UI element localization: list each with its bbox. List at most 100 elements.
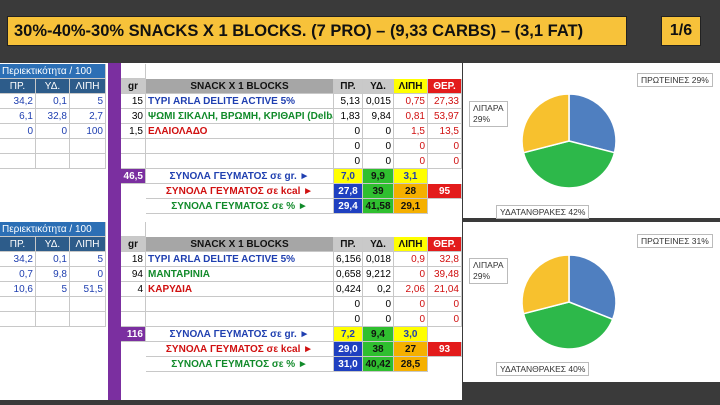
gr-header: gr [121, 237, 146, 252]
block-header: SNACK X 1 BLOCKS [146, 79, 334, 94]
macro-cell: 0 [334, 139, 363, 154]
macro-cell: 39,48 [428, 267, 462, 282]
sum-pct-value: 28,5 [394, 357, 428, 372]
per100-title: Περιεκτικότητα / 100 [0, 222, 106, 237]
pie2-label-fat: ΛΙΠΑΡΑ 29% [469, 258, 508, 284]
food-name: ΤΥΡΙ ARLA DELITE ACTIVE 5% [146, 94, 334, 109]
macro-cell: 0 [394, 312, 428, 327]
pie-slice-υδατανθρακες [522, 140, 616, 189]
macro-cell: 32,8 [428, 252, 462, 267]
macro-cell: 0 [334, 124, 363, 139]
per100-header: ΥΔ. [36, 237, 70, 252]
per100-cell [0, 139, 36, 154]
per100-cell [0, 312, 36, 327]
pie-chart-1 [521, 93, 617, 189]
food-name: ΚΑΡΥΔΙΑ [146, 282, 334, 297]
grams-cell: 18 [121, 252, 146, 267]
macro-cell: 0 [334, 312, 363, 327]
pie1-label-fat: ΛΙΠΑΡΑ 29% [469, 101, 508, 127]
macro-cell: 0,018 [363, 252, 394, 267]
empty-cell [121, 222, 146, 237]
page-indicator: 1/6 [661, 16, 701, 46]
macro-cell: 0 [394, 154, 428, 169]
macro-cell: 9,212 [363, 267, 394, 282]
pie2-label-protein: ΠΡΩΤΕΙΝΕΣ 31% [637, 234, 713, 248]
gr-header: gr [121, 79, 146, 94]
pie-slice-υδατανθρακες [522, 301, 614, 350]
sum-gr-value: 3,0 [394, 327, 428, 342]
pie2-label-carbs: ΥΔΑΤΑΝΘΡΑΚΕΣ 40% [496, 362, 590, 376]
sum-pct-label: ΣΥΝΟΛΑ ΓΕΥΜΑΤΟΣ σε % ► [146, 357, 334, 372]
grams-cell [121, 297, 146, 312]
food-name: ΨΩΜΙ ΣΙΚΑΛΗ, ΒΡΩΜΗ, ΚΡΙΘΑΡΙ (Delba) [146, 109, 334, 124]
food-name [146, 297, 334, 312]
macro-cell: 13,5 [428, 124, 462, 139]
macro-header: ΠΡ. [334, 79, 363, 94]
macro-cell: 0 [363, 139, 394, 154]
grams-cell: 30 [121, 109, 146, 124]
per100-header: ΛΙΠΗ [70, 79, 106, 94]
grams-cell [121, 154, 146, 169]
macro-cell: 53,97 [428, 109, 462, 124]
sum-kcal-value: 93 [428, 342, 462, 357]
sum-gr-value: 7,0 [334, 169, 363, 184]
macro-cell: 0,81 [394, 109, 428, 124]
macro-cell: 0,424 [334, 282, 363, 297]
macro-cell: 0,015 [363, 94, 394, 109]
macro-cell: 5,13 [334, 94, 363, 109]
per100-cell: 0,7 [0, 267, 36, 282]
sum-kcal-value: 95 [428, 184, 462, 199]
sum-kcal-value: 38 [363, 342, 394, 357]
pie-slice-λιπαρα [521, 93, 570, 154]
per100-cell [70, 297, 106, 312]
per100-header: ΠΡ. [0, 237, 36, 252]
per100-title: Περιεκτικότητα / 100 [0, 64, 106, 79]
per100-cell [70, 312, 106, 327]
macro-header: ΛΙΠΗ [394, 237, 428, 252]
sum-kcal-value: 39 [363, 184, 394, 199]
macro-cell: 1,5 [394, 124, 428, 139]
sum-kcal-label: ΣΥΝΟΛΑ ΓΕΥΜΑΤΟΣ σε kcal ► [146, 184, 334, 199]
pie-slice-πρωτεινες [568, 93, 617, 154]
per100-cell: 10,6 [0, 282, 36, 297]
empty-cell [121, 64, 146, 79]
per100-cell: 32,8 [36, 109, 70, 124]
per100-cell [0, 297, 36, 312]
per100-cell [70, 154, 106, 169]
sum-kcal-label: ΣΥΝΟΛΑ ΓΕΥΜΑΤΟΣ σε kcal ► [146, 342, 334, 357]
macro-cell: 0 [394, 267, 428, 282]
per100-cell: 5 [70, 252, 106, 267]
per100-cell: 34,2 [0, 252, 36, 267]
sum-gr-value: 9,9 [363, 169, 394, 184]
per100-cell: 0,1 [36, 252, 70, 267]
macro-header: ΥΔ. [363, 237, 394, 252]
sum-kcal-value: 27 [394, 342, 428, 357]
pie1-label-protein: ΠΡΩΤΕΙΝΕΣ 29% [637, 73, 713, 87]
macro-cell: 0 [394, 297, 428, 312]
per100-cell: 34,2 [0, 94, 36, 109]
per100-cell [36, 139, 70, 154]
food-name: ΜΑΝΤΑΡΙΝΙΑ [146, 267, 334, 282]
macro-cell: 0 [363, 297, 394, 312]
pie-slice-λιπαρα [521, 254, 570, 315]
per100-header: ΠΡ. [0, 79, 36, 94]
sum-pct-value: 29,1 [394, 199, 428, 214]
grams-cell: 94 [121, 267, 146, 282]
macro-header: ΘΕΡ. [428, 237, 462, 252]
sum-gr-label: ΣΥΝΟΛΑ ΓΕΥΜΑΤΟΣ σε gr. ► [146, 169, 334, 184]
sum-gr-value: 7,2 [334, 327, 363, 342]
per100-cell: 9,8 [36, 267, 70, 282]
macro-header: ΛΙΠΗ [394, 79, 428, 94]
macro-cell: 0 [428, 154, 462, 169]
food-name: ΤΥΡΙ ARLA DELITE ACTIVE 5% [146, 252, 334, 267]
macro-cell: 0,75 [394, 94, 428, 109]
food-name: ΕΛΑΙΟΛΑΔΟ [146, 124, 334, 139]
macro-cell: 0 [428, 312, 462, 327]
macro-cell: 0,2 [363, 282, 394, 297]
separator-bar [108, 63, 121, 400]
per100-header: ΛΙΠΗ [70, 237, 106, 252]
grams-cell: 4 [121, 282, 146, 297]
per100-header: ΥΔ. [36, 79, 70, 94]
macro-header: ΠΡ. [334, 237, 363, 252]
grams-cell: 15 [121, 94, 146, 109]
